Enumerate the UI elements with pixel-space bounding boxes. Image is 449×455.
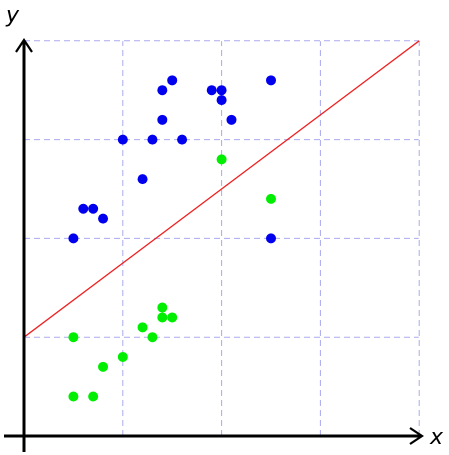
green-point bbox=[147, 332, 158, 343]
blue-point bbox=[206, 85, 217, 96]
green-point bbox=[216, 154, 227, 165]
blue-point bbox=[216, 95, 227, 106]
green-point bbox=[167, 312, 178, 323]
blue-point bbox=[157, 114, 168, 125]
y-axis-arrow bbox=[15, 38, 33, 53]
y-axis-label: y bbox=[5, 3, 20, 28]
separator-line bbox=[23, 40, 420, 338]
grid bbox=[24, 40, 420, 436]
blue-point bbox=[98, 213, 109, 224]
axes bbox=[4, 38, 424, 452]
green-point bbox=[68, 391, 79, 402]
x-axis-label: x bbox=[429, 425, 444, 450]
blue-point bbox=[147, 134, 158, 145]
blue-point bbox=[266, 75, 276, 86]
green-point bbox=[68, 332, 79, 343]
blue-point bbox=[137, 174, 148, 185]
x-axis-arrow bbox=[409, 427, 424, 445]
green-point bbox=[157, 302, 168, 313]
blue-point bbox=[88, 203, 99, 214]
blue-point bbox=[216, 85, 227, 96]
blue-point bbox=[117, 134, 128, 145]
blue-point bbox=[157, 85, 168, 96]
green-point bbox=[117, 351, 128, 362]
green-point bbox=[157, 312, 168, 323]
green-point bbox=[266, 193, 276, 204]
blue-point bbox=[177, 134, 188, 145]
green-point bbox=[137, 322, 148, 333]
blue-point bbox=[68, 233, 79, 244]
blue-point bbox=[266, 233, 276, 244]
blue-point bbox=[226, 114, 237, 125]
separator-line-layer bbox=[23, 40, 420, 338]
points-layer bbox=[68, 75, 276, 402]
green-point bbox=[98, 361, 109, 372]
blue-point bbox=[167, 75, 178, 86]
green-point bbox=[88, 391, 99, 402]
blue-point bbox=[78, 203, 89, 214]
